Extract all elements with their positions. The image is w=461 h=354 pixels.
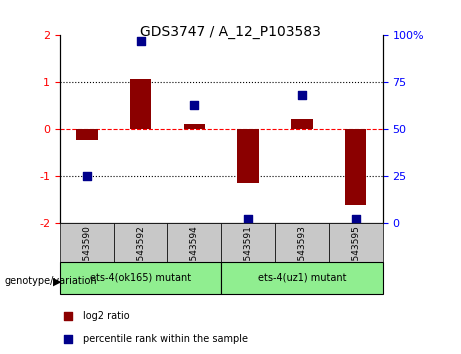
Point <box>83 173 90 179</box>
Text: GSM543594: GSM543594 <box>190 225 199 280</box>
Point <box>244 216 252 222</box>
Point <box>137 38 144 44</box>
Point <box>320 11 328 17</box>
Text: genotype/variation: genotype/variation <box>5 276 97 286</box>
Text: GSM543592: GSM543592 <box>136 225 145 280</box>
Text: GSM543590: GSM543590 <box>83 225 91 280</box>
Text: ets-4(ok165) mutant: ets-4(ok165) mutant <box>90 273 191 283</box>
Text: ets-4(uz1) mutant: ets-4(uz1) mutant <box>258 273 346 283</box>
Bar <box>329 223 383 262</box>
Bar <box>60 262 221 294</box>
Text: GSM543595: GSM543595 <box>351 225 360 280</box>
Point <box>352 216 360 222</box>
Point <box>320 220 328 226</box>
Text: GDS3747 / A_12_P103583: GDS3747 / A_12_P103583 <box>140 25 321 39</box>
Bar <box>291 119 313 129</box>
Bar <box>221 262 383 294</box>
Bar <box>130 79 151 129</box>
Bar <box>221 223 275 262</box>
Bar <box>345 129 366 205</box>
Text: GSM543591: GSM543591 <box>244 225 253 280</box>
Bar <box>60 223 114 262</box>
Text: log2 ratio: log2 ratio <box>83 311 130 321</box>
Bar <box>114 223 167 262</box>
Bar <box>76 129 98 139</box>
Bar <box>183 124 205 129</box>
Bar <box>275 223 329 262</box>
Text: ▶: ▶ <box>53 276 61 286</box>
Text: percentile rank within the sample: percentile rank within the sample <box>83 334 248 344</box>
Bar <box>237 129 259 183</box>
Text: GSM543593: GSM543593 <box>297 225 307 280</box>
Bar <box>167 223 221 262</box>
Point <box>298 93 306 98</box>
Point <box>191 102 198 108</box>
